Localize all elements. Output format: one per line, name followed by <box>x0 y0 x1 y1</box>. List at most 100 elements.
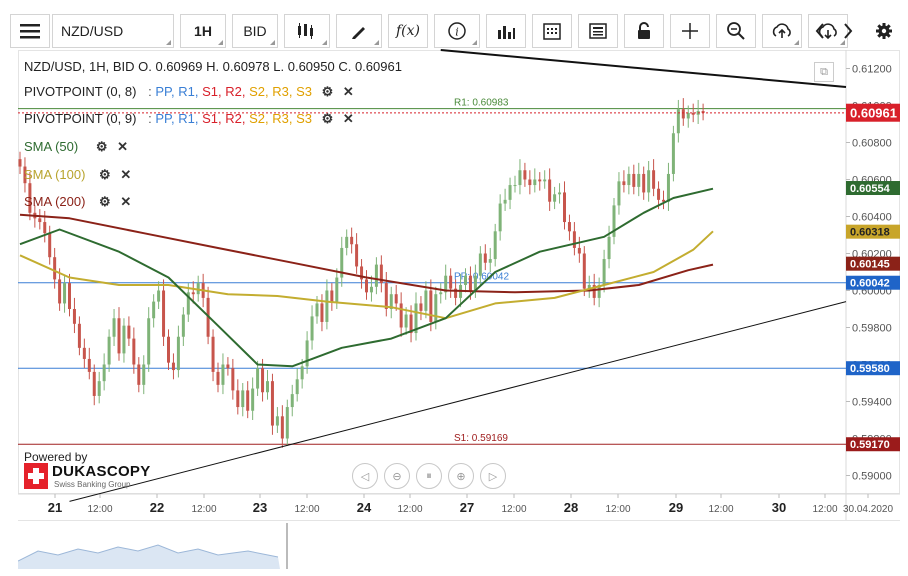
candle-body <box>681 109 685 119</box>
candle-type-button[interactable] <box>284 14 330 48</box>
zoom-out-button[interactable]: ⊖ <box>384 463 410 489</box>
candle-body <box>488 259 492 263</box>
side-select[interactable]: BID <box>232 14 278 48</box>
candle-body <box>280 416 284 439</box>
remove-close-icon[interactable]: ✕ <box>342 111 354 126</box>
candle-body <box>414 303 418 334</box>
toolbar: NZD/USD 1H BID f(x) i <box>10 14 902 50</box>
candle-body <box>48 233 52 258</box>
y-tick-label: 0.59000 <box>852 471 892 483</box>
calendar-button[interactable] <box>532 14 572 48</box>
candle-body <box>72 309 76 324</box>
sma100-line <box>19 230 714 320</box>
symbol-value: NZD/USD <box>61 23 124 39</box>
scroll-right-button[interactable]: ▷ <box>480 463 506 489</box>
candle-body <box>275 416 279 426</box>
news-button[interactable] <box>578 14 618 48</box>
candle-body <box>602 259 606 285</box>
download-button[interactable] <box>808 14 848 48</box>
candle-body <box>543 179 547 182</box>
candle-body <box>439 292 443 295</box>
candle-body <box>117 318 121 354</box>
candle-body <box>454 288 458 298</box>
settings-gear-icon[interactable]: ⚙ <box>99 167 111 182</box>
settings-gear-icon[interactable]: ⚙ <box>321 84 334 99</box>
lock-button[interactable] <box>624 14 664 48</box>
candle-body <box>577 247 581 254</box>
pivot-price-badge-text: 0.59580 <box>850 363 890 375</box>
prev-arrow-button[interactable] <box>808 14 832 48</box>
candle-body <box>622 181 626 186</box>
price-badge <box>846 224 900 239</box>
indicators-button[interactable]: f(x) <box>388 14 428 48</box>
candle-body <box>449 275 453 289</box>
settings-gear-icon[interactable]: ⚙ <box>95 139 108 154</box>
next-arrow-button[interactable] <box>836 14 860 48</box>
candle-body <box>617 181 621 206</box>
maximize-icon: ⧉ <box>820 65 828 78</box>
x-tick-label: 12:00 <box>191 504 216 515</box>
candle-body <box>662 199 665 202</box>
candle-body <box>310 316 314 341</box>
menu-button[interactable] <box>10 14 50 48</box>
candle-body <box>191 292 195 295</box>
candle-body <box>241 390 245 408</box>
candle-body <box>369 286 373 293</box>
candle-body <box>503 199 507 204</box>
candle-body <box>236 390 240 408</box>
pivot-line-label: R1: 0.60983 <box>454 98 509 109</box>
candle-body <box>171 362 175 371</box>
candle-body <box>355 244 359 267</box>
lock-icon <box>638 22 650 39</box>
candle-body <box>270 381 274 426</box>
navigator-handle-left[interactable] <box>286 523 288 569</box>
pivot-level-s3: S3 <box>296 84 312 99</box>
candle-body <box>305 340 309 367</box>
candle-body <box>563 192 566 223</box>
candle-body <box>691 112 695 115</box>
candle-body <box>186 292 190 315</box>
candle-body <box>107 336 111 365</box>
settings-gear-icon[interactable]: ⚙ <box>99 194 111 209</box>
candle-body <box>607 236 611 260</box>
hamburger-icon <box>20 24 40 39</box>
remove-close-icon[interactable]: ✕ <box>120 167 132 182</box>
zoom-in-button[interactable]: ⊕ <box>448 463 474 489</box>
reset-button[interactable]: ⏸ <box>416 463 442 489</box>
upload-button[interactable] <box>762 14 802 48</box>
scroll-left-button[interactable]: ◁ <box>352 463 378 489</box>
candle-body <box>508 185 512 200</box>
pivot-price-badge <box>846 275 900 290</box>
candle-body <box>132 338 136 365</box>
indicator-legend-pivot-9: PIVOTPOINT (0, 9) : PP, R1, S1, R2, S2, … <box>24 111 354 127</box>
settings-gear-icon[interactable]: ⚙ <box>321 111 334 126</box>
remove-close-icon[interactable]: ✕ <box>342 84 354 99</box>
crosshair-button[interactable] <box>670 14 710 48</box>
candle-body <box>597 284 601 298</box>
side-value: BID <box>243 23 267 39</box>
price-badge <box>846 256 900 271</box>
candle-body <box>345 236 349 248</box>
remove-close-icon[interactable]: ✕ <box>120 194 132 209</box>
remove-close-icon[interactable]: ✕ <box>117 139 128 154</box>
candle-body <box>325 290 329 322</box>
maximize-button[interactable]: ⧉ <box>814 62 834 82</box>
settings-button[interactable] <box>870 14 898 48</box>
timeline-navigator[interactable] <box>17 520 900 571</box>
candle-body <box>365 279 368 293</box>
indicator-name: PIVOTPOINT (0, 9) <box>24 111 137 126</box>
x-tick-label: 21 <box>48 500 62 515</box>
drawing-button[interactable] <box>336 14 382 48</box>
volume-button[interactable] <box>486 14 526 48</box>
candle-body <box>315 303 319 317</box>
zoom-button[interactable] <box>716 14 756 48</box>
zoom-in-icon: ⊕ <box>456 470 466 483</box>
period-select[interactable]: 1H <box>180 14 226 48</box>
candle-body <box>176 336 180 371</box>
symbol-select[interactable]: NZD/USD <box>52 14 174 48</box>
download-icon <box>818 23 837 40</box>
candle-body <box>612 205 616 237</box>
info-button[interactable]: i <box>434 14 480 48</box>
crosshair-icon <box>682 23 698 39</box>
